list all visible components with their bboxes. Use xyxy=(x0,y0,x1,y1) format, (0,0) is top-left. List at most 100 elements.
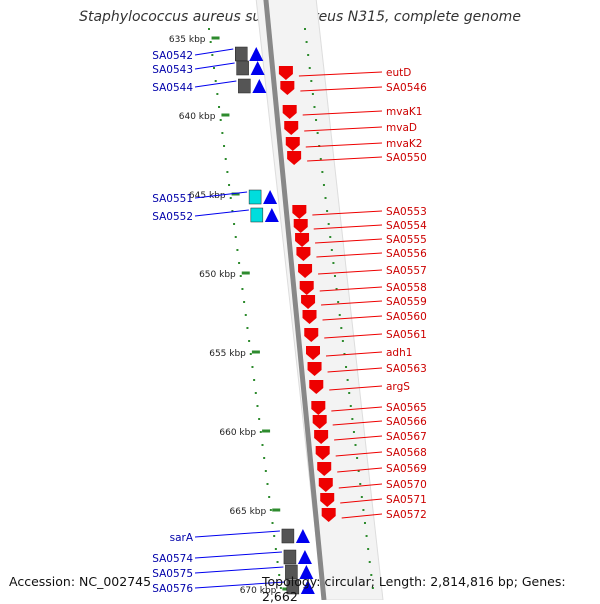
forward-gene-label: SA0555 xyxy=(386,234,427,246)
track-dot xyxy=(228,184,231,186)
track-dot xyxy=(243,301,246,303)
track-dot xyxy=(256,405,259,407)
track-dot xyxy=(239,275,242,277)
track-dot xyxy=(313,106,316,108)
scale-label: 665 kbp xyxy=(230,507,267,517)
track-dot xyxy=(266,483,269,485)
track-dot xyxy=(326,210,329,212)
forward-gene-label: SA0563 xyxy=(386,363,427,375)
forward-gene-label: mvaD xyxy=(386,122,417,134)
track-dot xyxy=(370,574,373,576)
forward-gene-leader xyxy=(322,315,383,321)
reverse-gene-leader xyxy=(194,530,280,538)
track-dot xyxy=(244,314,247,316)
track-dot xyxy=(219,119,222,121)
forward-gene-arrow xyxy=(287,151,302,165)
track-dot xyxy=(268,496,271,498)
track-dot xyxy=(332,262,335,264)
track-dot xyxy=(351,418,354,420)
track-dot xyxy=(335,288,338,290)
reverse-gene-arrow xyxy=(264,208,279,222)
reverse-gene-label: SA0575 xyxy=(152,568,193,580)
track-dot xyxy=(231,210,234,212)
forward-gene-label: SA0559 xyxy=(386,296,427,308)
forward-gene-leader xyxy=(334,435,383,441)
forward-gene-leader xyxy=(332,420,383,426)
forward-gene-arrow xyxy=(278,66,293,80)
forward-gene-leader xyxy=(315,238,383,244)
forward-gene-label: mvaK1 xyxy=(386,106,422,118)
track-dot xyxy=(329,236,332,238)
forward-gene-leader xyxy=(319,286,383,292)
track-dot xyxy=(327,223,330,225)
reverse-gene-leader xyxy=(194,551,282,559)
track-dot xyxy=(261,444,264,446)
forward-gene-arrow xyxy=(292,205,307,219)
forward-gene-label: SA0561 xyxy=(386,329,427,341)
reverse-gene-arrow xyxy=(252,79,267,93)
scale-label: 650 kbp xyxy=(199,270,236,280)
forward-gene-leader xyxy=(338,483,383,489)
reverse-gene-label: SA0544 xyxy=(152,82,193,94)
track-dot xyxy=(357,470,360,472)
scale-label: 635 kbp xyxy=(169,35,206,45)
reverse-gene-block xyxy=(235,46,248,62)
forward-gene-leader xyxy=(325,351,383,357)
genome-axis-line xyxy=(263,0,327,600)
track-dot xyxy=(271,522,274,524)
track-dot xyxy=(224,158,227,160)
track-dot xyxy=(238,262,241,264)
track-dot xyxy=(365,535,368,537)
track-dot xyxy=(229,197,232,199)
track-dot xyxy=(273,535,276,537)
track-dot xyxy=(315,119,318,121)
reverse-gene-label: SA0576 xyxy=(152,583,193,595)
track-dot xyxy=(360,496,363,498)
forward-gene-leader xyxy=(335,451,383,457)
forward-gene-arrow xyxy=(293,219,308,233)
forward-gene-arrow xyxy=(282,105,297,119)
forward-gene-leader xyxy=(324,333,383,339)
forward-gene-arrow xyxy=(309,380,324,394)
reverse-gene-leader xyxy=(194,48,234,56)
track-dot xyxy=(304,28,306,30)
forward-gene-leader xyxy=(340,498,383,504)
track-dot xyxy=(349,405,352,407)
reverse-gene-label: SA0542 xyxy=(152,50,193,62)
forward-gene-arrow xyxy=(307,362,322,376)
accession-text: Accession: NC_002745 xyxy=(9,574,152,589)
forward-gene-leader xyxy=(300,86,383,92)
forward-gene-arrow xyxy=(315,446,330,460)
forward-gene-leader xyxy=(312,210,383,216)
track-dot xyxy=(340,327,343,329)
forward-gene-arrow xyxy=(298,264,313,278)
forward-gene-leader xyxy=(327,367,383,373)
track-dot xyxy=(322,184,325,186)
forward-gene-arrow xyxy=(285,137,300,151)
track-dot xyxy=(319,158,322,160)
track-dot xyxy=(241,288,244,290)
reverse-gene-label: SA0574 xyxy=(152,553,193,565)
forward-gene-arrow xyxy=(304,328,319,342)
track-dot xyxy=(354,444,357,446)
gene-glyphs xyxy=(235,46,336,595)
track-dot xyxy=(248,340,251,342)
reverse-gene-block xyxy=(281,528,295,544)
forward-gene-label: SA0553 xyxy=(386,206,427,218)
track-dot xyxy=(307,54,310,56)
reverse-gene-block xyxy=(248,189,262,205)
track-dot xyxy=(343,353,346,355)
scale-ticks: 635 kbp 640 kbp 645 kbp 650 kbp 655 kbp 660 k… xyxy=(169,28,374,596)
track-dot xyxy=(258,418,261,420)
track-dot xyxy=(253,379,256,381)
track-dot xyxy=(218,106,221,108)
forward-gene-arrow xyxy=(295,233,310,247)
track-dot xyxy=(216,93,219,95)
track-dot xyxy=(362,509,365,511)
forward-gene-label: SA0550 xyxy=(386,152,427,164)
track-dot xyxy=(213,67,216,69)
axis-band xyxy=(255,0,384,600)
forward-gene-leader xyxy=(307,156,383,162)
reverse-gene-arrow xyxy=(297,550,312,564)
track-dot xyxy=(346,379,349,381)
